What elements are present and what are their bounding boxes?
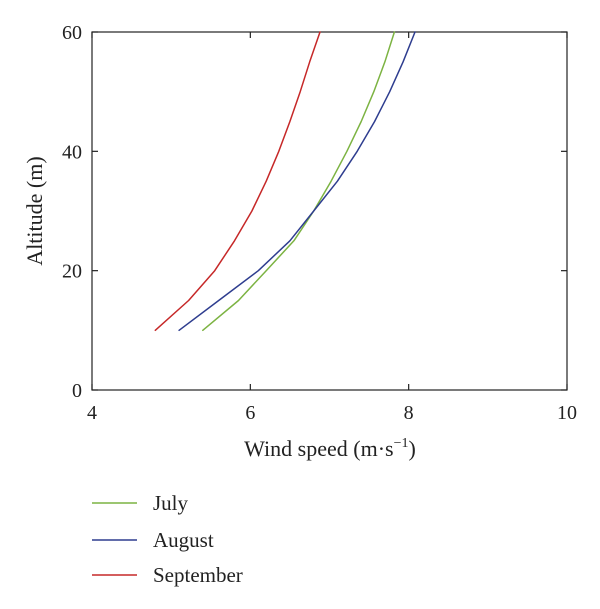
series-line-august <box>178 31 416 332</box>
y-tick-label: 20 <box>62 261 82 283</box>
legend-label-july: July <box>153 491 189 515</box>
x-tick-label: 8 <box>404 402 414 424</box>
x-tick-label: 4 <box>87 402 97 424</box>
x-axis-label-superscript: −1 <box>394 436 409 451</box>
axis-ticks: 4 6 8 10 0 20 40 60 <box>62 22 577 424</box>
x-tick-label: 6 <box>245 402 255 424</box>
legend-label-august: August <box>153 528 214 552</box>
series-lines <box>154 31 416 332</box>
legend-item-august: August <box>92 528 214 552</box>
x-axis-label-close: ) <box>409 436 416 461</box>
series-line-july <box>202 31 396 332</box>
legend-label-september: September <box>153 563 243 587</box>
x-axis-label-main: Wind speed (m·s <box>244 436 393 461</box>
legend-item-july: July <box>92 491 189 515</box>
y-axis-label: Altitude (m) <box>22 156 47 265</box>
x-tick-label: 10 <box>557 402 577 424</box>
y-tick-label: 0 <box>72 380 82 402</box>
x-axis-label: Wind speed (m·s−1) <box>244 436 416 461</box>
legend-item-september: September <box>92 563 243 587</box>
legend: July August September <box>92 491 243 587</box>
y-tick-label: 40 <box>62 141 82 163</box>
series-line-september <box>154 31 321 332</box>
y-tick-label: 60 <box>62 22 82 44</box>
plot-area-frame <box>91 31 568 391</box>
